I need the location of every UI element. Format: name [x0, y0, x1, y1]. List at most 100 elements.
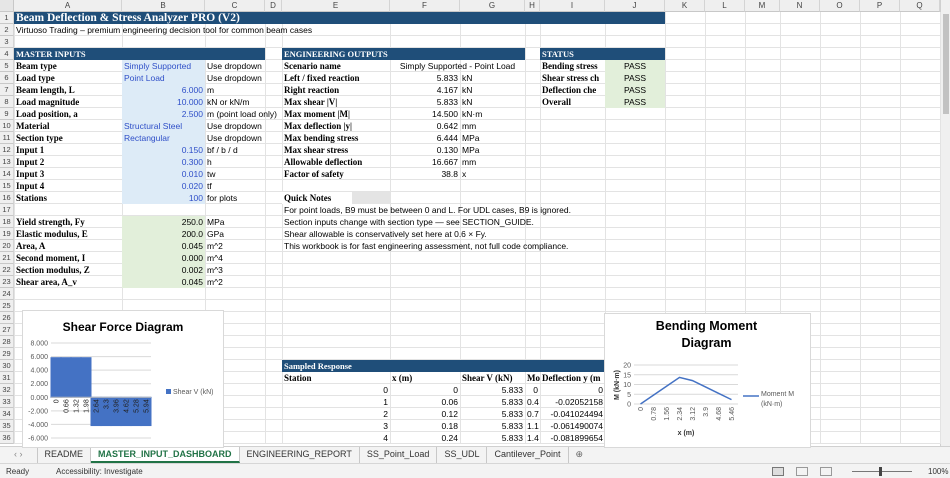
select-all[interactable]	[0, 0, 14, 12]
column-header[interactable]: L	[705, 0, 745, 12]
y-tick-label: 5	[627, 392, 631, 399]
column-header[interactable]: Q	[900, 0, 940, 12]
normal-view[interactable]	[772, 467, 784, 476]
sheet-tab[interactable]: MASTER_INPUT_DASHBOARD	[91, 447, 240, 463]
row-header[interactable]: 11	[0, 132, 14, 144]
column-header[interactable]: C	[205, 0, 265, 12]
input-label: Material	[16, 121, 50, 131]
bar	[70, 357, 82, 398]
row-header[interactable]: 3	[0, 36, 14, 48]
row-header[interactable]: 18	[0, 216, 14, 228]
column-header[interactable]: P	[860, 0, 900, 12]
row-header[interactable]: 5	[0, 60, 14, 72]
row-header[interactable]: 35	[0, 420, 14, 432]
y-tick-label: -4.000	[28, 422, 48, 429]
sheet-tab[interactable]: Cantilever_Point	[487, 447, 569, 463]
row-header[interactable]: 23	[0, 276, 14, 288]
x-tick-label: 0.78	[651, 407, 658, 421]
zoom-slider[interactable]	[852, 471, 912, 472]
row-header[interactable]: 30	[0, 360, 14, 372]
column-header[interactable]: F	[390, 0, 460, 12]
row-header[interactable]: 34	[0, 408, 14, 420]
row-header[interactable]: 4	[0, 48, 14, 60]
tab-nav-arrows[interactable]: ‹ ›	[0, 447, 38, 463]
page-break-view[interactable]	[820, 467, 832, 476]
output-label: Max moment |M|	[284, 109, 350, 119]
sheet-tab[interactable]: SS_Point_Load	[360, 447, 438, 463]
zoom-level[interactable]: 100%	[928, 467, 949, 476]
row-header[interactable]: 20	[0, 240, 14, 252]
row-header[interactable]: 6	[0, 72, 14, 84]
input-note: GPa	[207, 229, 225, 239]
output-label: Max shear |V|	[284, 97, 338, 107]
column-header[interactable]: G	[460, 0, 525, 12]
row-header[interactable]: 19	[0, 228, 14, 240]
page-layout-view[interactable]	[796, 467, 808, 476]
column-header[interactable]: E	[282, 0, 390, 12]
sheet-tab[interactable]: SS_UDL	[437, 447, 488, 463]
row-header[interactable]: 12	[0, 144, 14, 156]
row-header[interactable]: 21	[0, 252, 14, 264]
column-title: x (m)	[392, 373, 413, 383]
row-header[interactable]: 1	[0, 12, 14, 24]
row-header[interactable]: 24	[0, 288, 14, 300]
table-cell: 1.4	[527, 433, 539, 443]
row-header[interactable]: 22	[0, 264, 14, 276]
scroll-thumb[interactable]	[943, 14, 949, 114]
y-tick-label: 2.000	[30, 381, 48, 388]
add-sheet[interactable]: ⊕	[575, 449, 584, 459]
column-header[interactable]: H	[525, 0, 540, 12]
row-header[interactable]: 32	[0, 384, 14, 396]
row-header[interactable]: 25	[0, 300, 14, 312]
status-label: Overall	[542, 97, 571, 107]
column-header[interactable]: A	[14, 0, 122, 12]
x-tick-label: 0.66	[64, 399, 71, 413]
row-header[interactable]: 14	[0, 168, 14, 180]
table-header: Sampled Response	[282, 360, 605, 372]
sheet-tab[interactable]: README	[38, 447, 92, 463]
shear-chart[interactable]: Shear Force Diagram -6.000 -4.000 -2.000 0.0…	[22, 310, 224, 448]
row-header[interactable]: 17	[0, 204, 14, 216]
column-header[interactable]: I	[540, 0, 605, 12]
row-header[interactable]: 31	[0, 372, 14, 384]
vertical-scrollbar[interactable]	[940, 0, 950, 446]
row-header[interactable]: 10	[0, 120, 14, 132]
row-header[interactable]: 36	[0, 432, 14, 444]
x-axis-label: x (m)	[678, 430, 695, 437]
x-tick-label: 3.12	[690, 407, 697, 421]
row-header[interactable]: 33	[0, 396, 14, 408]
sheet-tab[interactable]: ENGINEERING_REPORT	[240, 447, 360, 463]
row-header[interactable]: 29	[0, 348, 14, 360]
row-header[interactable]: 27	[0, 324, 14, 336]
row-header[interactable]: 15	[0, 180, 14, 192]
column-header[interactable]: O	[820, 0, 860, 12]
moment-chart[interactable]: 0 5 10 15 20M (kN·m) 0 0.78 1.56 2.34 3.12 3.9 4.68…	[604, 313, 811, 448]
row-header[interactable]: 9	[0, 108, 14, 120]
column-header[interactable]: D	[265, 0, 282, 12]
row-header[interactable]: 28	[0, 336, 14, 348]
section-header: ENGINEERING OUTPUTS	[282, 48, 525, 60]
input-note: Use dropdown	[207, 121, 262, 131]
input-note: for plots	[207, 193, 238, 203]
column-header[interactable]: K	[665, 0, 705, 12]
row-header[interactable]: 2	[0, 24, 14, 36]
accessibility-status[interactable]: Accessibility: Investigate	[56, 467, 143, 476]
input-note: Use dropdown	[207, 61, 262, 71]
table-cell: 0.24	[441, 433, 458, 443]
row-header[interactable]: 16	[0, 192, 14, 204]
column-header[interactable]: N	[780, 0, 820, 12]
column-header[interactable]: M	[745, 0, 780, 12]
row-header[interactable]: 13	[0, 156, 14, 168]
section-header: MASTER INPUTS	[14, 48, 265, 60]
x-tick-label: 1.56	[664, 407, 671, 421]
column-gridline	[14, 12, 15, 444]
y-tick-label: -2.000	[28, 408, 48, 415]
input-label: Second moment, I	[16, 253, 86, 263]
zoom-thumb[interactable]	[879, 467, 882, 476]
column-header[interactable]: J	[605, 0, 665, 12]
row-header[interactable]: 7	[0, 84, 14, 96]
column-gridline	[745, 12, 746, 444]
column-header[interactable]: B	[122, 0, 205, 12]
row-header[interactable]: 26	[0, 312, 14, 324]
row-header[interactable]: 8	[0, 96, 14, 108]
